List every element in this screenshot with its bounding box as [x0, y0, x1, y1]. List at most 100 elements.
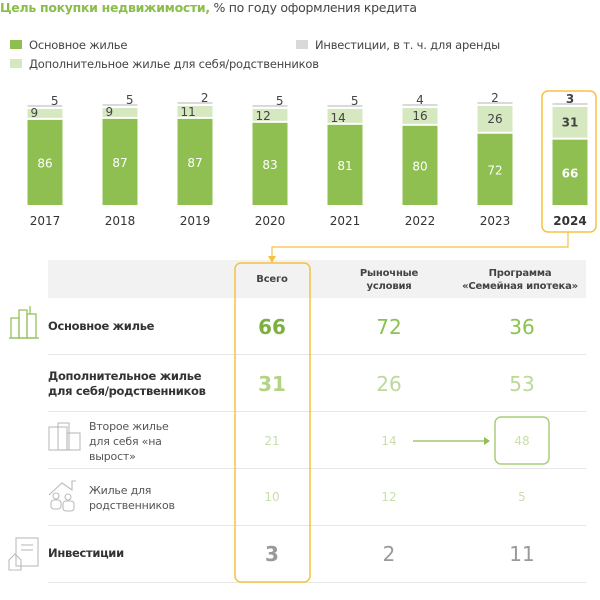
table-cell: 36: [509, 315, 535, 339]
label-additional: 9: [31, 106, 39, 120]
apartment-icon: [48, 422, 81, 451]
table-cell: 21: [264, 434, 280, 448]
label-investment: 2: [201, 91, 209, 105]
row-divider: [48, 468, 586, 469]
label-investment: 2: [491, 91, 499, 105]
col-header-market: Рыночные условия: [359, 268, 419, 292]
label-investment: 4: [416, 93, 424, 107]
table-cell: 72: [376, 315, 402, 339]
row-label-additional: Дополнительное жилье для себя/родственни…: [48, 369, 206, 398]
label-investment: 5: [276, 94, 284, 108]
legend-investment: Инвестиции, в т. ч. для аренды: [296, 38, 500, 52]
bar-investment: [27, 104, 63, 107]
label-main: 87: [187, 156, 202, 170]
label-additional: 16: [412, 109, 427, 123]
bar-additional: [27, 108, 63, 118]
legend-label: Дополнительное жилье для себя/родственни…: [29, 57, 319, 71]
connector-arrowhead: [268, 256, 276, 263]
year-label: 2019: [180, 214, 211, 228]
year-label: 2020: [255, 214, 286, 228]
legend-additional: Дополнительное жилье для себя/родственни…: [10, 57, 319, 71]
table-cell: 31: [258, 372, 286, 396]
table-cell: 2: [382, 542, 396, 566]
col-header-family: Программа «Семейная ипотека»: [462, 268, 578, 292]
table-cell: 53: [509, 372, 535, 396]
bar-additional: [402, 107, 438, 124]
year-label: 2018: [105, 214, 136, 228]
title-bold: Цель покупки недвижимости,: [0, 0, 210, 15]
bar-investment: [552, 102, 588, 105]
bar-main: [252, 122, 288, 205]
label-main: 66: [562, 166, 579, 180]
label-main: 86: [37, 156, 52, 170]
label-main: 83: [262, 158, 277, 172]
bar-additional: [327, 108, 363, 123]
bar-investment: [402, 103, 438, 106]
table-cell: 11: [509, 542, 535, 566]
bar-investment: [252, 104, 288, 107]
col-header-total: Всего: [256, 274, 288, 285]
label-main: 72: [487, 163, 502, 177]
comparison-arrowhead: [484, 437, 490, 445]
label-additional: 11: [181, 105, 196, 119]
label-additional: 12: [256, 109, 271, 123]
connector-line: [271, 232, 569, 258]
total-column-highlight: [234, 262, 311, 583]
row-label-second-home: Второе жилье для себя «на вырост»: [89, 420, 169, 463]
year-2024-highlight: [541, 90, 597, 233]
year-label: 2024: [553, 214, 586, 228]
label-main: 81: [337, 159, 352, 173]
bar-additional: [102, 107, 138, 117]
table-cell: 3: [265, 542, 279, 566]
bar-main: [402, 125, 438, 205]
bar-additional: [177, 105, 213, 117]
year-label: 2022: [405, 214, 436, 228]
row-label-investment: Инвестиции: [48, 546, 124, 560]
bar-main: [102, 118, 138, 205]
bar-main: [477, 133, 513, 205]
bar-additional: [477, 105, 513, 132]
label-investment: 3: [566, 92, 574, 106]
table-cell: 12: [381, 490, 397, 504]
table-cell: 26: [376, 372, 402, 396]
table-cell: 14: [381, 434, 397, 448]
row-divider: [48, 354, 586, 355]
document-house-icon: [8, 537, 39, 571]
year-label: 2023: [480, 214, 511, 228]
table-cell: 48: [514, 434, 530, 448]
buildings-icon: [9, 306, 39, 339]
highlight-48-box: [494, 416, 550, 465]
label-investment: 5: [126, 93, 134, 107]
legend-label: Основное жилье: [29, 38, 128, 52]
legend-main: Основное жилье: [10, 38, 127, 52]
legend-label: Инвестиции, в т. ч. для аренды: [315, 38, 500, 52]
label-additional: 26: [487, 112, 502, 126]
table-header: [48, 260, 586, 298]
bar-investment: [177, 101, 213, 104]
label-additional: 31: [562, 115, 579, 129]
chart-title: Цель покупки недвижимости, % по году офо…: [0, 0, 600, 15]
bar-additional: [552, 106, 588, 138]
year-label: 2021: [330, 214, 361, 228]
row-label-main: Основное жилье: [48, 319, 155, 333]
label-additional: 14: [331, 111, 346, 125]
label-additional: 9: [106, 105, 114, 119]
bar-investment: [327, 104, 363, 107]
legend-swatch: [10, 59, 22, 68]
title-rest: % по году оформления кредита: [209, 0, 417, 15]
label-investment: 5: [51, 94, 59, 108]
bar-main: [327, 124, 363, 205]
bar-investment: [477, 101, 513, 104]
label-investment: 5: [351, 94, 359, 108]
row-divider: [48, 525, 586, 526]
row-label-relatives: Жилье для родственников: [89, 484, 175, 512]
table-cell: 5: [518, 490, 526, 504]
label-main: 80: [412, 159, 427, 173]
family-house-icon: [48, 480, 76, 512]
bar-main: [27, 119, 63, 205]
bar-investment: [102, 103, 138, 106]
row-divider: [48, 411, 586, 412]
legend-swatch: [10, 40, 22, 49]
